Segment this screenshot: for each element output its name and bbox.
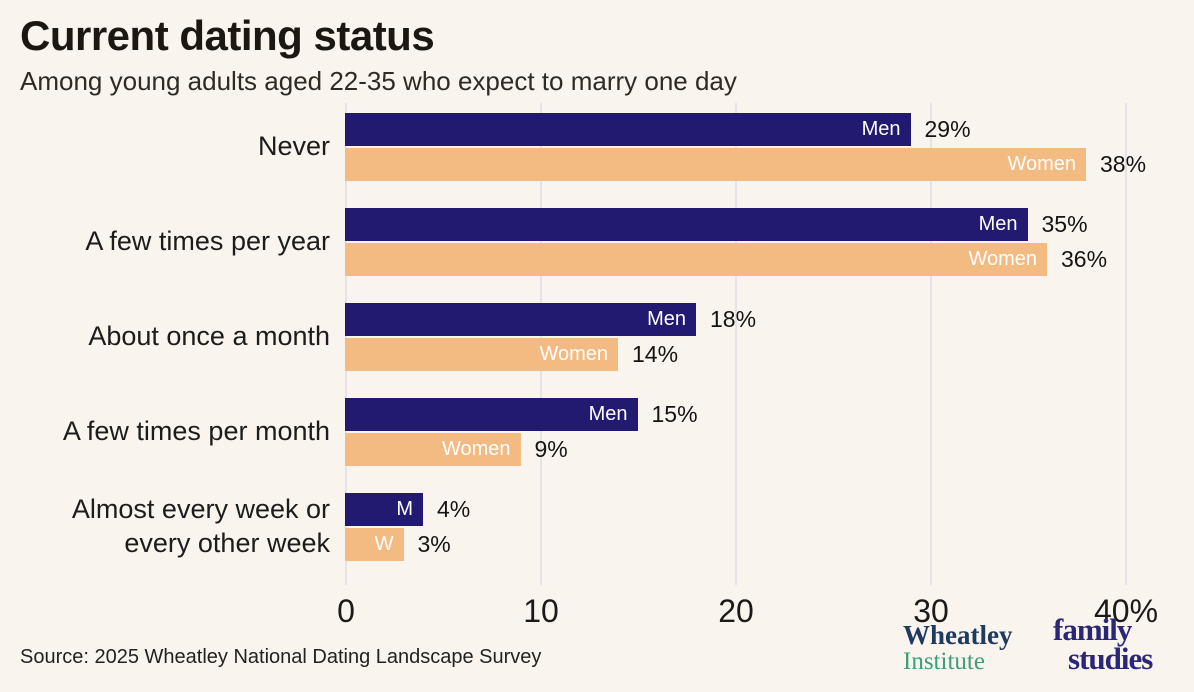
x-tick-label-0: 0 — [337, 593, 355, 629]
bar-men: Men — [345, 208, 1028, 241]
wheatley-logo-line1: Wheatley — [903, 620, 1013, 650]
chart-title: Current dating status — [20, 12, 435, 59]
bar-value-label: 38% — [1100, 151, 1147, 177]
category-label: Never — [257, 131, 330, 162]
family-studies-logo: family studies — [1053, 612, 1153, 677]
bar-value-label: 4% — [437, 496, 471, 522]
family-studies-logo-line1: family — [1053, 612, 1132, 647]
category-label: A few times per month — [62, 416, 330, 447]
category-label: About once a month — [88, 321, 330, 352]
category-labels: Never A few times per year About once a mo… — [0, 103, 330, 643]
bar-men: Men — [345, 303, 696, 336]
bar-women: Women — [345, 243, 1047, 276]
grid-line-40 — [1125, 103, 1127, 585]
source-note: Source: 2025 Wheatley National Dating La… — [20, 646, 542, 668]
x-tick-label-20: 20 — [718, 593, 754, 629]
bar-chart: Never A few times per year About once a mo… — [0, 103, 1194, 643]
x-tick-label-10: 10 — [523, 593, 559, 629]
bar-men: Men — [345, 113, 911, 146]
bar-men: Men — [345, 398, 638, 431]
bar-women: W — [345, 528, 404, 561]
bar-women: Women — [345, 433, 521, 466]
bar-men: M — [345, 493, 423, 526]
bar-value-label: 36% — [1061, 246, 1108, 272]
bar-value-label: 9% — [534, 436, 568, 462]
grid-line-20 — [735, 103, 737, 585]
category-label: A few times per year — [85, 226, 330, 257]
bar-women: Women — [345, 148, 1086, 181]
wheatley-logo-line2: Institute — [903, 648, 985, 675]
x-tick-label-40: 40% — [1093, 593, 1159, 629]
x-tick-label-30: 30 — [913, 593, 949, 629]
category-label: Almost every week or every other week — [71, 494, 330, 558]
bar-value-label: 15% — [651, 401, 698, 427]
bar-value-label: 14% — [632, 341, 679, 367]
bar-value-label: 29% — [924, 116, 971, 142]
bar-value-label: 3% — [417, 531, 451, 557]
family-studies-logo-line2: studies — [1068, 641, 1153, 677]
wheatley-institute-logo: Wheatley Institute — [903, 620, 1013, 675]
chart-subtitle: Among young adults aged 22-35 who expect… — [20, 66, 737, 96]
bar-women: Women — [345, 338, 618, 371]
grid-line-30 — [930, 103, 932, 585]
bar-value-label: 35% — [1041, 211, 1088, 237]
bar-value-label: 18% — [710, 306, 757, 332]
plot-area: 0 10 20 30 40% Men 29% Women 38% Men 35% Women 36% Me… — [337, 103, 1194, 643]
